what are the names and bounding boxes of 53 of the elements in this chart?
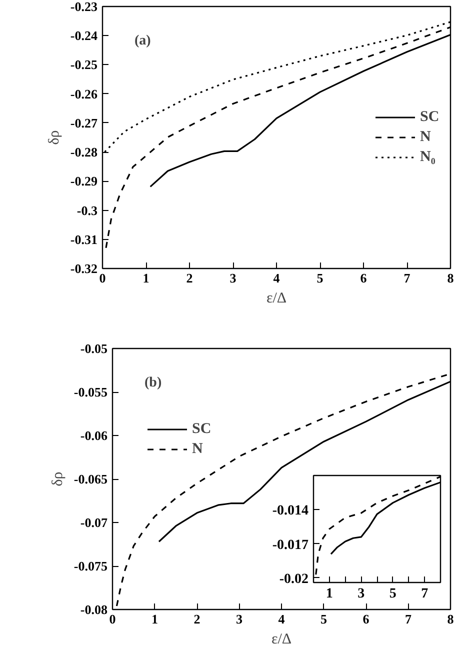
x-tick-label: 0 — [109, 612, 116, 626]
y-tick-label: -0.23 — [70, 0, 98, 14]
x-tick-label: 1 — [142, 270, 150, 286]
x-tick-label: 3 — [230, 270, 237, 286]
y-tick-label: -0.08 — [80, 602, 108, 617]
y-tick-label: -0.02 — [279, 572, 309, 587]
x-tick-label: 4 — [278, 612, 286, 626]
x-tick-label: 2 — [186, 270, 193, 286]
x-tick-label: 7 — [405, 612, 412, 626]
y-tick-label: -0.075 — [74, 558, 108, 574]
y-tick-label: -0.24 — [70, 28, 98, 44]
y-tick-label: -0.07 — [80, 515, 108, 530]
y-tick-label: -0.05 — [80, 341, 108, 356]
y-axis-title: δρ — [46, 130, 62, 145]
y-tick-label: -0.28 — [70, 144, 98, 160]
x-tick-label: 2 — [194, 612, 200, 626]
annotation: (b) — [144, 376, 162, 390]
legend-label: N₀ — [420, 148, 436, 166]
y-tick-label: -0.26 — [70, 86, 98, 102]
annotation: (a) — [134, 34, 152, 48]
y-axis-title: δρ — [50, 472, 66, 486]
x-tick-label: 8 — [447, 270, 454, 286]
y-tick-label: -0.014 — [272, 504, 309, 519]
x-axis-title: ε/Δ — [266, 290, 287, 306]
x-tick-label: 8 — [447, 612, 454, 626]
legend-label: SC — [420, 108, 440, 126]
x-tick-label: 5 — [389, 586, 396, 602]
legend-label: N — [192, 440, 204, 458]
x-tick-label: 7 — [421, 586, 428, 602]
x-axis-title: ε/Δ — [271, 632, 292, 648]
y-tick-label: -0.017 — [272, 538, 309, 553]
y-tick-label: -0.065 — [74, 472, 108, 486]
y-tick-label: -0.25 — [70, 57, 98, 72]
x-tick-label: 3 — [236, 612, 243, 626]
x-tick-label: 5 — [316, 270, 324, 286]
x-tick-label: 1 — [152, 612, 158, 626]
x-tick-label: 5 — [320, 612, 328, 626]
legend-label: SC — [192, 420, 212, 438]
x-tick-label: 4 — [273, 270, 280, 286]
x-tick-label: 6 — [360, 270, 368, 286]
legend-label: N — [420, 128, 432, 146]
y-tick-label: -0.31 — [70, 232, 98, 247]
x-tick-label: 1 — [326, 586, 333, 602]
y-tick-label: -0.29 — [70, 174, 98, 189]
y-tick-label: -0.055 — [74, 384, 108, 400]
y-tick-label: -0.32 — [70, 261, 98, 276]
y-tick-label: -0.06 — [80, 428, 108, 443]
x-tick-label: 0 — [99, 270, 106, 286]
y-tick-label: -0.27 — [70, 115, 98, 130]
y-tick-label: -0.3 — [76, 202, 98, 218]
x-tick-label: 3 — [358, 586, 365, 602]
x-tick-label: 6 — [362, 612, 370, 626]
x-tick-label: 7 — [404, 270, 411, 286]
